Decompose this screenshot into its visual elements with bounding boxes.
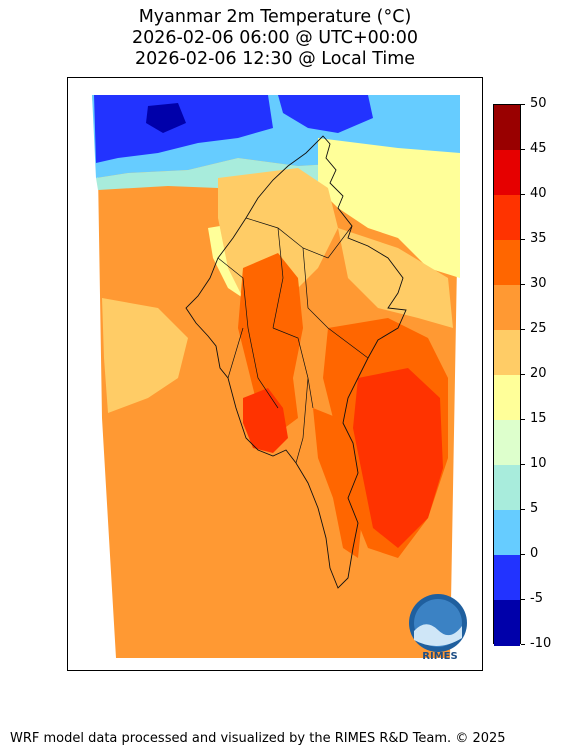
hottest-east (353, 368, 443, 548)
title-line-local-time: 2026-02-06 12:30 @ Local Time (134, 49, 416, 69)
cool-yellow-north-east (318, 138, 460, 278)
temperature-colorbar (493, 104, 521, 646)
colorbar-tick-label: 50 (530, 96, 547, 111)
colorbar-tick-mark (521, 194, 525, 195)
state-boundaries (217, 217, 369, 464)
colorbar-tick-label: -5 (530, 591, 543, 606)
colorbar-tick-label: 40 (530, 186, 547, 201)
temperature-map: RIMES (92, 95, 467, 662)
colorbar-bin (494, 510, 520, 556)
colorbar-tick-label: 45 (530, 141, 547, 156)
colorbar-bin (494, 285, 520, 331)
colorbar-tick-mark (521, 149, 525, 150)
colorbar-tick-mark (521, 284, 525, 285)
colorbar-tick-mark (521, 599, 525, 600)
cold-band-deep (94, 95, 273, 163)
warm-pale-east (338, 228, 453, 328)
colorbar-tick-label: 0 (530, 546, 539, 561)
map-title: Myanmar 2m Temperature (°C) 2026-02-06 0… (0, 7, 550, 70)
colorbar-tick-mark (521, 644, 525, 645)
hottest-lower-valley (243, 388, 288, 453)
colorbar-tick-mark (521, 509, 525, 510)
logo-text: RIMES (422, 651, 457, 662)
warm-pale-west (102, 298, 188, 413)
colorbar-bin (494, 465, 520, 511)
colorbar-tick-label: 10 (530, 456, 547, 471)
colorbar-tick-mark (521, 554, 525, 555)
rimes-logo: RIMES (409, 594, 467, 662)
colorbar-tick-mark (521, 239, 525, 240)
colorbar-bin (494, 150, 520, 196)
colorbar-tick-label: 35 (530, 231, 547, 246)
colorbar-tick-label: 5 (530, 501, 539, 516)
cold-patch-north-east (278, 95, 373, 133)
colorbar-bin (494, 240, 520, 286)
colorbar-bin (494, 195, 520, 241)
colorbar-tick-mark (521, 104, 525, 105)
colorbar-tick-mark (521, 419, 525, 420)
colorbar-tick-label: 20 (530, 366, 547, 381)
title-line-utc-time: 2026-02-06 06:00 @ UTC+00:00 (131, 28, 419, 48)
colorbar-bin (494, 600, 520, 646)
colorbar-bin (494, 375, 520, 421)
country-boundary (185, 135, 407, 589)
colorbar-bin (494, 555, 520, 601)
colorbar-tick-label: 25 (530, 321, 547, 336)
colorbar-tick-mark (521, 464, 525, 465)
colorbar-tick-label: -10 (530, 636, 552, 651)
credit-footer: WRF model data processed and visualized … (10, 731, 506, 746)
title-line-variable: Myanmar 2m Temperature (°C) (138, 7, 412, 27)
colorbar-bin (494, 105, 520, 151)
colorbar-bin (494, 330, 520, 376)
colorbar-tick-mark (521, 374, 525, 375)
hot-strip-south (313, 408, 363, 558)
colorbar-bin (494, 420, 520, 466)
hot-central-dry-zone (238, 253, 303, 433)
colorbar-tick-label: 15 (530, 411, 547, 426)
cold-patch-tiny (146, 103, 186, 133)
map-panel: RIMES (67, 77, 483, 671)
colorbar-tick-label: 30 (530, 276, 547, 291)
colorbar-tick-mark (521, 329, 525, 330)
